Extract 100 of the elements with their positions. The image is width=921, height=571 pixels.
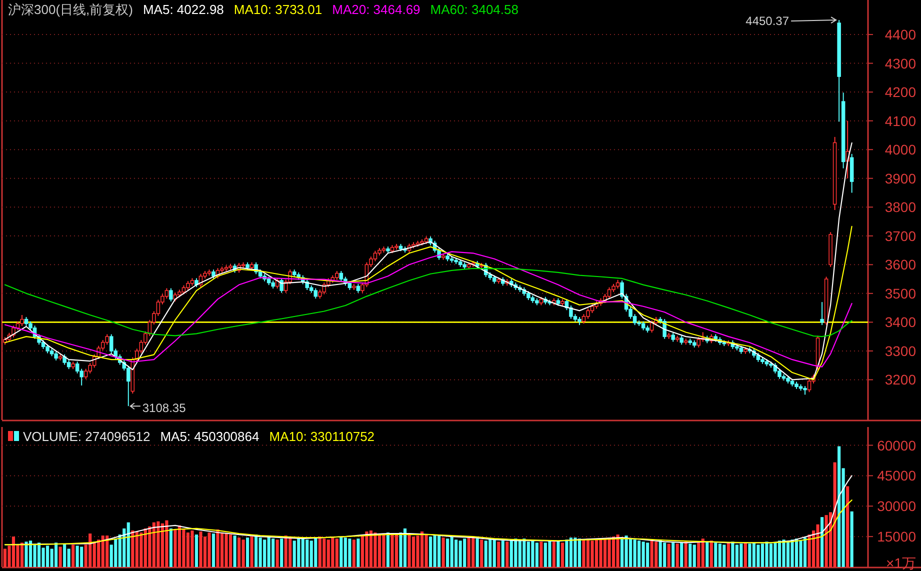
bar (54, 542, 58, 567)
bar (799, 540, 802, 567)
bar (692, 544, 696, 567)
bar (97, 540, 100, 567)
bar (676, 544, 679, 567)
bar (165, 520, 168, 567)
bar (718, 544, 722, 567)
bar (365, 531, 368, 567)
bar (744, 542, 747, 567)
bar (722, 544, 726, 567)
bar (344, 538, 347, 567)
bar (526, 542, 530, 567)
y-tick-label: 4200 (884, 84, 916, 100)
bar (522, 538, 526, 567)
candlestick (164, 288, 169, 300)
text: MA60: 3404.58 (430, 2, 518, 17)
bar (586, 538, 590, 567)
bar (3, 548, 7, 567)
bar (390, 534, 394, 567)
bar (590, 540, 594, 567)
bar (267, 536, 270, 567)
bar (429, 536, 432, 567)
y-tick-label: 3300 (884, 342, 916, 359)
bar (280, 538, 284, 567)
bar (114, 538, 118, 567)
bar (288, 538, 292, 567)
bar (126, 522, 130, 567)
bar (314, 538, 318, 567)
annotation: 4450.37 (746, 14, 790, 28)
bar (518, 540, 522, 567)
bar (501, 540, 504, 567)
bar (552, 542, 556, 567)
bar (438, 536, 441, 567)
bar (454, 540, 458, 567)
bar (535, 542, 538, 567)
bar (756, 544, 760, 567)
bar (135, 531, 138, 567)
y-tick-label: 3900 (884, 170, 916, 186)
candlestick (84, 368, 88, 380)
bar (356, 538, 360, 567)
line-series (4, 251, 852, 368)
bar (326, 540, 330, 567)
bar (850, 511, 854, 567)
line-series (4, 268, 852, 338)
bar (492, 540, 496, 567)
candlestick (75, 361, 80, 374)
bar (72, 544, 75, 567)
bar (335, 538, 338, 567)
bar (24, 542, 28, 567)
bar (228, 534, 232, 567)
bar (310, 540, 313, 567)
bar (574, 538, 577, 567)
candlestick (169, 288, 173, 302)
bar (178, 525, 181, 567)
bar (160, 523, 164, 567)
bar (12, 536, 16, 567)
bar (306, 540, 309, 567)
y-tick-label: 45000 (877, 468, 916, 484)
candlestick (582, 314, 586, 324)
y-tick-label: 4400 (884, 26, 916, 43)
bar (263, 540, 266, 567)
bar (233, 536, 236, 567)
candlestick (314, 288, 318, 300)
bar (838, 446, 841, 567)
bar (658, 540, 662, 567)
text: MA5: 450300864 (160, 429, 260, 444)
bar (663, 542, 666, 567)
bar (476, 538, 479, 567)
candlestick (62, 354, 66, 366)
bar (284, 536, 288, 567)
bar (37, 542, 41, 567)
bar (735, 544, 738, 567)
line-series (4, 499, 852, 546)
bar (472, 536, 475, 567)
candlestick (280, 278, 284, 294)
bar (216, 529, 220, 567)
bar (710, 540, 713, 567)
bar (374, 532, 377, 567)
candlestick (20, 314, 24, 326)
candlestick (696, 336, 701, 348)
bar (612, 536, 616, 567)
bar (352, 540, 356, 567)
bar (833, 462, 836, 567)
y-tick-label: 4000 (884, 142, 916, 158)
bar (360, 536, 364, 567)
bar (790, 540, 794, 567)
bar (446, 538, 450, 567)
bar (403, 528, 407, 567)
bar (348, 538, 352, 567)
bar (701, 538, 704, 567)
bar (680, 542, 684, 567)
bar (140, 532, 143, 567)
bar (820, 517, 824, 567)
annotation: 3108.35 (142, 401, 186, 416)
bar (667, 544, 670, 567)
bar (633, 540, 636, 567)
bar (782, 540, 786, 567)
bar (624, 536, 628, 567)
bar (238, 538, 241, 567)
bar (169, 528, 172, 567)
